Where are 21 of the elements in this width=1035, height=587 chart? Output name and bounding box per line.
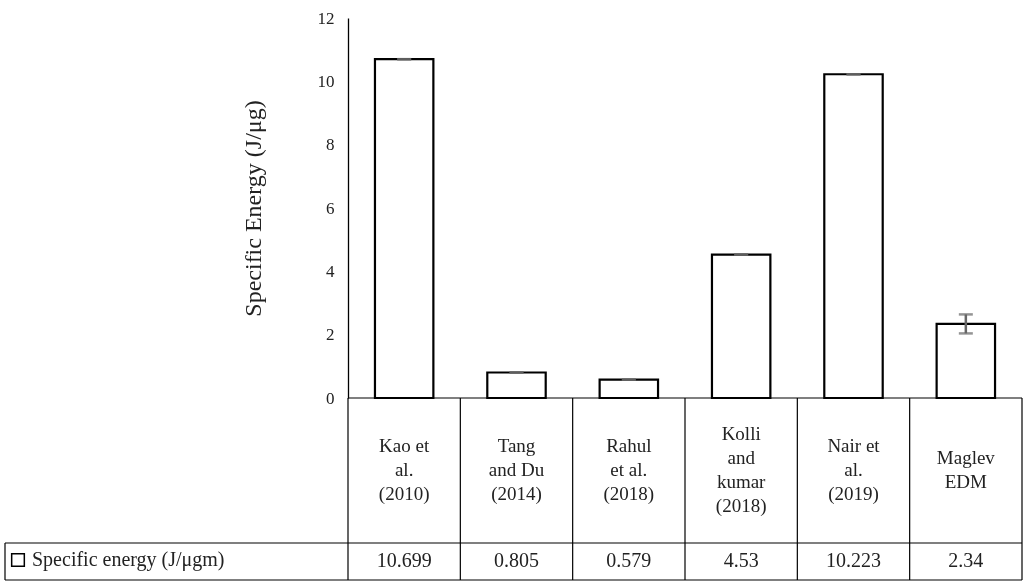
x-tick-label: Nair et al. (2019)	[827, 435, 881, 505]
data-label: 2.34	[948, 549, 984, 571]
data-label: 10.699	[376, 549, 432, 571]
y-tick-label: 10	[317, 71, 335, 91]
data-label: 10.223	[826, 549, 881, 571]
y-tick-label: 12	[317, 8, 335, 28]
x-tick-label: Maglev EDM	[936, 447, 996, 492]
data-label: 4.53	[723, 549, 759, 571]
x-tick-label: Kao et al. (2010)	[378, 435, 430, 505]
x-tick-label: Tang and Du (2014)	[488, 435, 545, 505]
y-tick-label: 8	[326, 135, 335, 155]
data-label: 0.805	[494, 549, 539, 571]
y-tick-label: 6	[326, 198, 335, 218]
x-tick-label: Kolli and kumar (2018)	[715, 423, 767, 517]
y-tick-label: 4	[326, 261, 335, 281]
legend-label: Specific energy (J/μgm)	[32, 548, 225, 571]
y-axis-title: Specific Energy (J/μg)	[239, 100, 266, 317]
x-tick-label: Rahul et al. (2018)	[603, 435, 655, 505]
y-tick-label: 2	[326, 325, 335, 345]
y-tick-label: 0	[326, 388, 335, 408]
data-label: 0.579	[606, 549, 652, 571]
